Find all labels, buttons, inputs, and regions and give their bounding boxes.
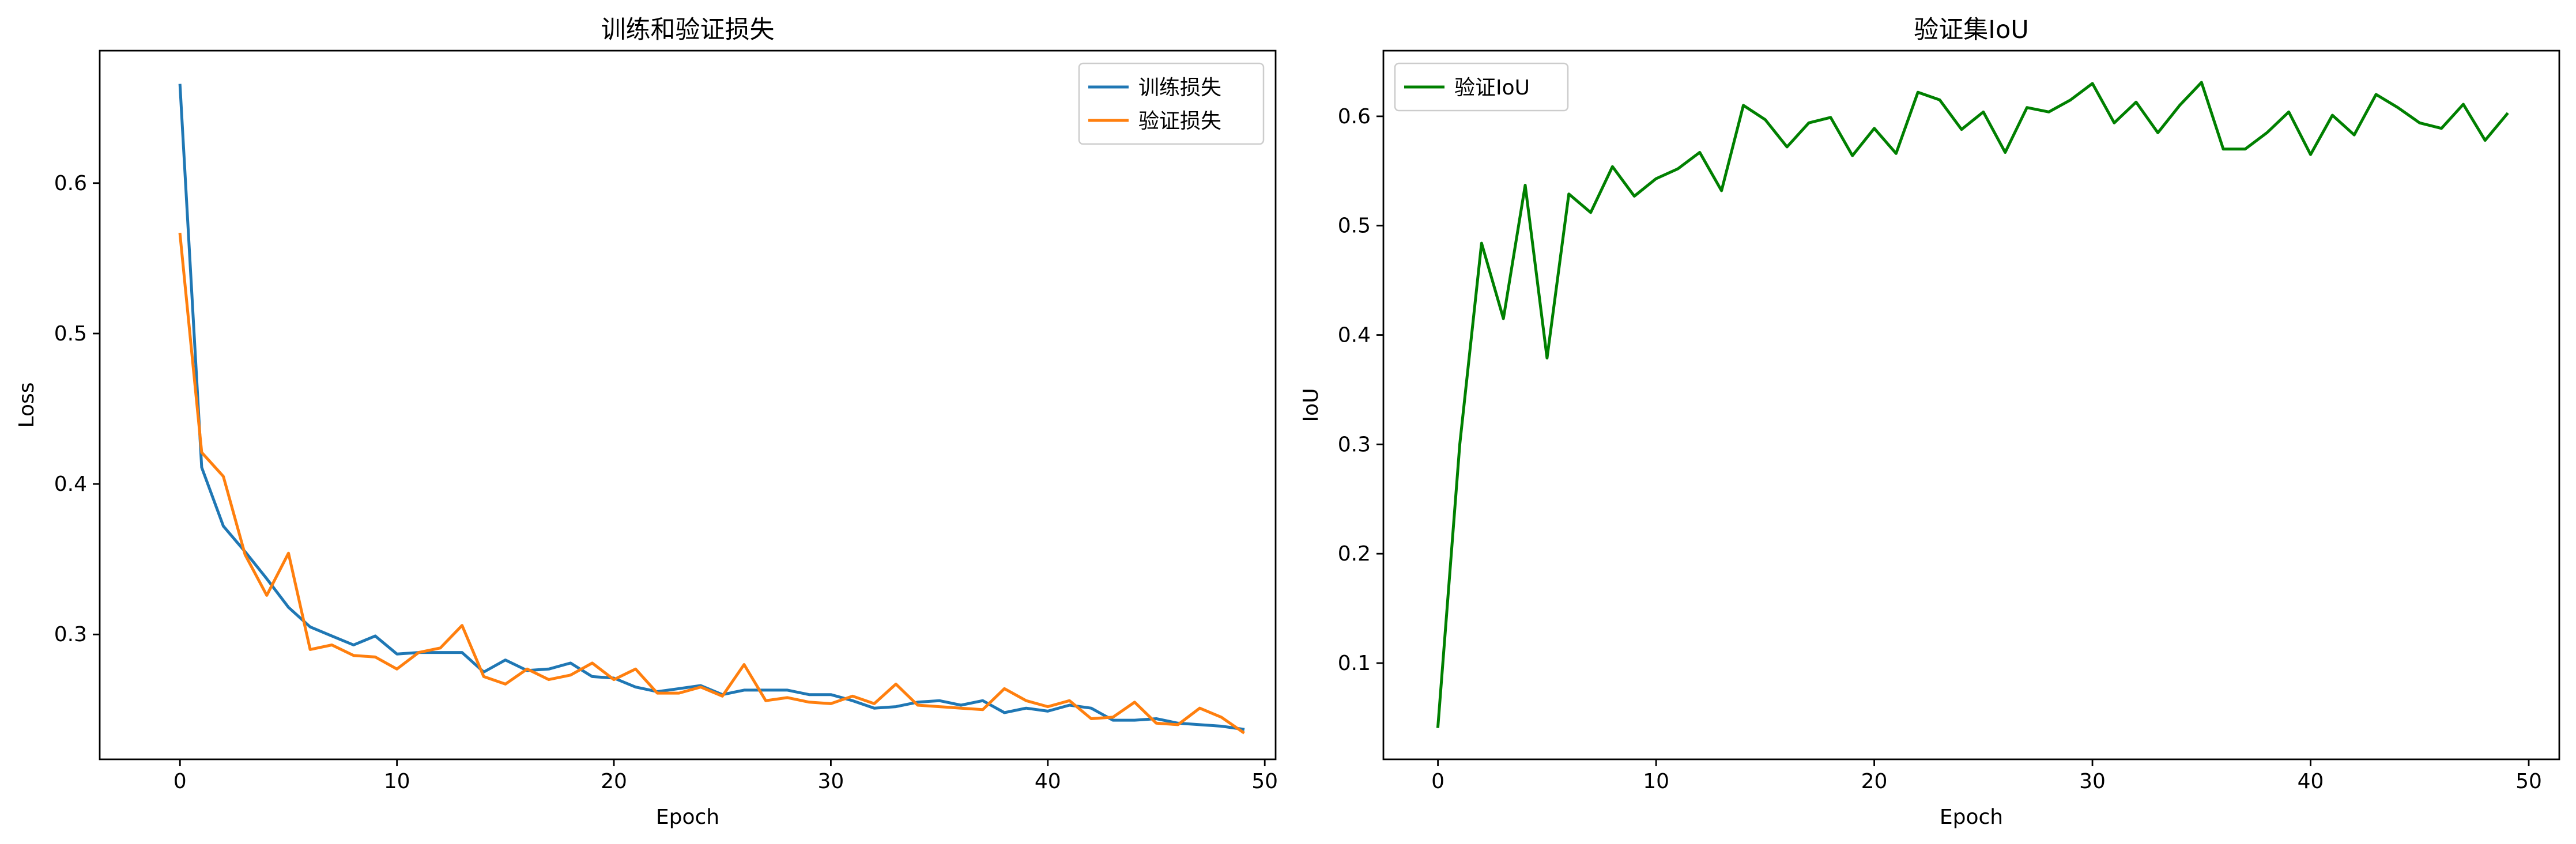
loss-y-tick-label: 0.3 bbox=[54, 623, 87, 646]
iou-y-tick-label: 0.5 bbox=[1338, 214, 1371, 238]
loss-x-tick-label: 0 bbox=[174, 770, 187, 793]
loss-axes-frame bbox=[99, 50, 1277, 760]
legend-label-train-loss: 训练损失 bbox=[1138, 76, 1221, 100]
iou-x-tick-label: 0 bbox=[1431, 770, 1444, 793]
loss-legend-box bbox=[1078, 62, 1265, 145]
loss-legend: 训练损失 验证损失 bbox=[1078, 62, 1265, 145]
iou-chart-title: 验证集IoU bbox=[1914, 16, 2028, 44]
iou-axes-frame bbox=[1382, 50, 2560, 760]
legend-label-val-loss: 验证损失 bbox=[1138, 109, 1221, 133]
loss-y-axis-label: Loss bbox=[15, 383, 39, 428]
iou-x-tick-label: 20 bbox=[1861, 770, 1888, 793]
loss-x-tick-label: 40 bbox=[1035, 770, 1061, 793]
iou-ticks: 0 10 20 30 40 50 0.1 0.2 0.3 0.4 0.5 0.6 bbox=[1338, 105, 2542, 793]
iou-y-tick-label: 0.3 bbox=[1338, 433, 1371, 456]
iou-y-tick-label: 0.6 bbox=[1338, 105, 1371, 128]
loss-x-tick-label: 10 bbox=[384, 770, 410, 793]
iou-legend-box bbox=[1394, 62, 1569, 112]
loss-y-tick-label: 0.6 bbox=[54, 172, 87, 195]
iou-x-axis-label: Epoch bbox=[1940, 805, 2003, 829]
iou-x-tick-label: 50 bbox=[2515, 770, 2542, 793]
loss-series-line-1 bbox=[178, 232, 1245, 735]
loss-x-tick-label: 20 bbox=[601, 770, 627, 793]
loss-y-tick-label: 0.4 bbox=[54, 472, 87, 496]
iou-legend: 验证IoU bbox=[1394, 62, 1569, 112]
loss-ticks: 0 10 20 30 40 50 0.3 0.4 0.5 0.6 bbox=[54, 172, 1278, 793]
loss-x-axis-label: Epoch bbox=[656, 805, 719, 829]
iou-y-tick-label: 0.2 bbox=[1338, 542, 1371, 566]
iou-chart-panel: 验证集IoU 0 10 20 30 40 50 0.1 0.2 0.3 0.4 0.5 0.6 Epo… bbox=[1299, 16, 2560, 829]
iou-x-tick-label: 40 bbox=[2298, 770, 2324, 793]
iou-y-tick-label: 0.4 bbox=[1338, 324, 1371, 347]
legend-label-val-iou: 验证IoU bbox=[1454, 76, 1530, 100]
loss-chart-panel: 训练和验证损失 0 10 20 30 40 50 0.3 0.4 0.5 0.6 Epoch Lo… bbox=[15, 16, 1278, 829]
loss-chart-title: 训练和验证损失 bbox=[601, 16, 775, 44]
loss-lines bbox=[178, 84, 1245, 735]
loss-x-tick-label: 30 bbox=[818, 770, 844, 793]
loss-x-tick-label: 50 bbox=[1251, 770, 1278, 793]
iou-lines bbox=[1436, 81, 2509, 728]
loss-y-tick-label: 0.5 bbox=[54, 322, 87, 346]
iou-y-tick-label: 0.1 bbox=[1338, 652, 1371, 675]
iou-x-tick-label: 30 bbox=[2079, 770, 2106, 793]
iou-y-axis-label: IoU bbox=[1299, 388, 1323, 422]
iou-series-line-0 bbox=[1436, 81, 2509, 728]
iou-x-tick-label: 10 bbox=[1643, 770, 1669, 793]
